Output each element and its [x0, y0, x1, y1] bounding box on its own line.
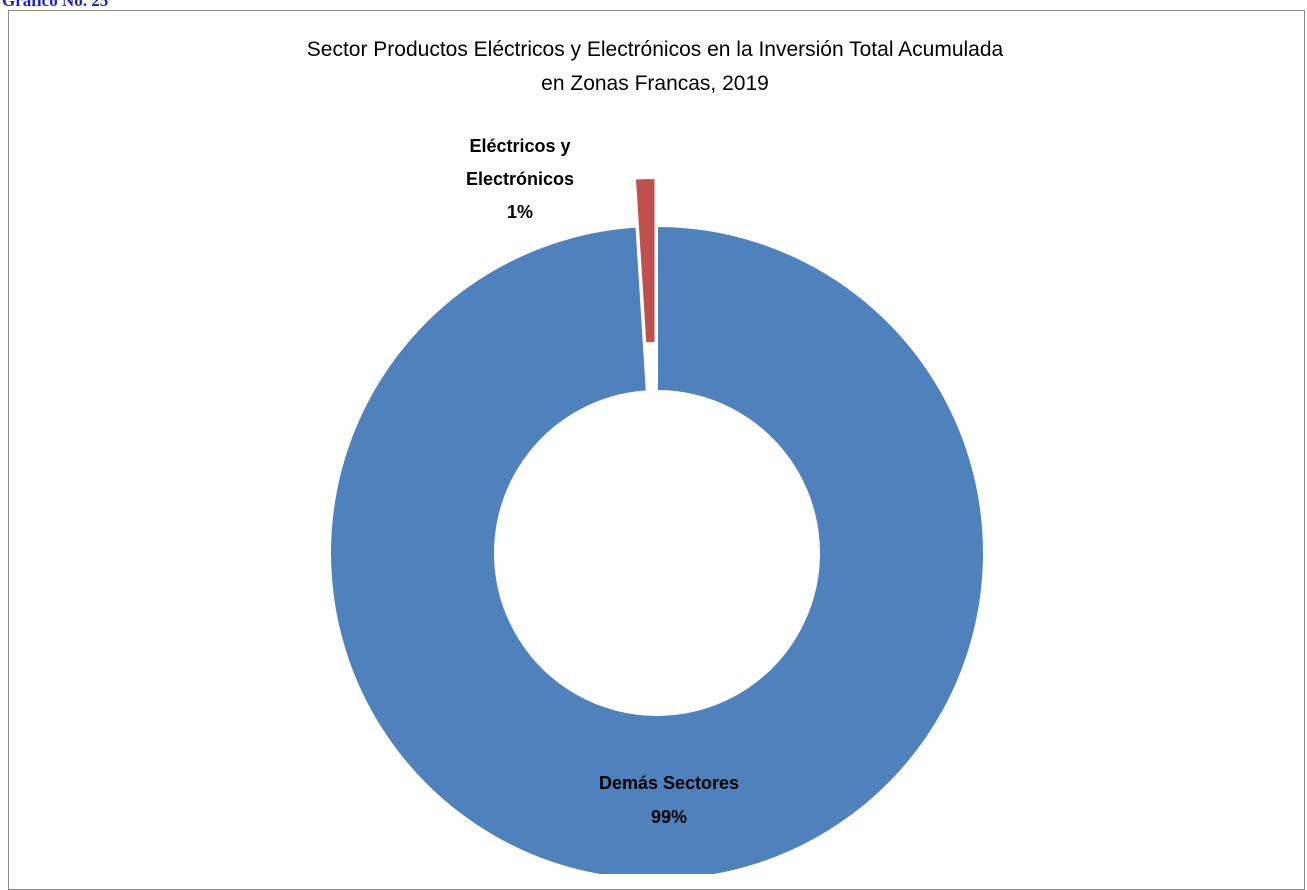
label-electricos-0: Eléctricos y: [469, 136, 570, 156]
slice-demás-sectores: [329, 224, 985, 874]
data-labels: Demás Sectores 99% Eléctricos y Electrónico…: [466, 136, 739, 827]
chart-title: Sector Productos Eléctricos y Electrónic…: [307, 38, 1004, 61]
label-demas-sectores-0: Demás Sectores: [599, 773, 739, 793]
label-electricos-2: 1%: [507, 202, 533, 222]
chart-caption: Gráfico No. 25: [2, 0, 109, 10]
label-demas-sectores-1: 99%: [651, 807, 687, 827]
chart-subtitle: en Zonas Francas, 2019: [541, 72, 769, 95]
slice-eléctricos-y-electrónicos: [633, 177, 657, 345]
label-electricos-1: Electrónicos: [466, 169, 574, 189]
donut-slices: [329, 177, 985, 874]
